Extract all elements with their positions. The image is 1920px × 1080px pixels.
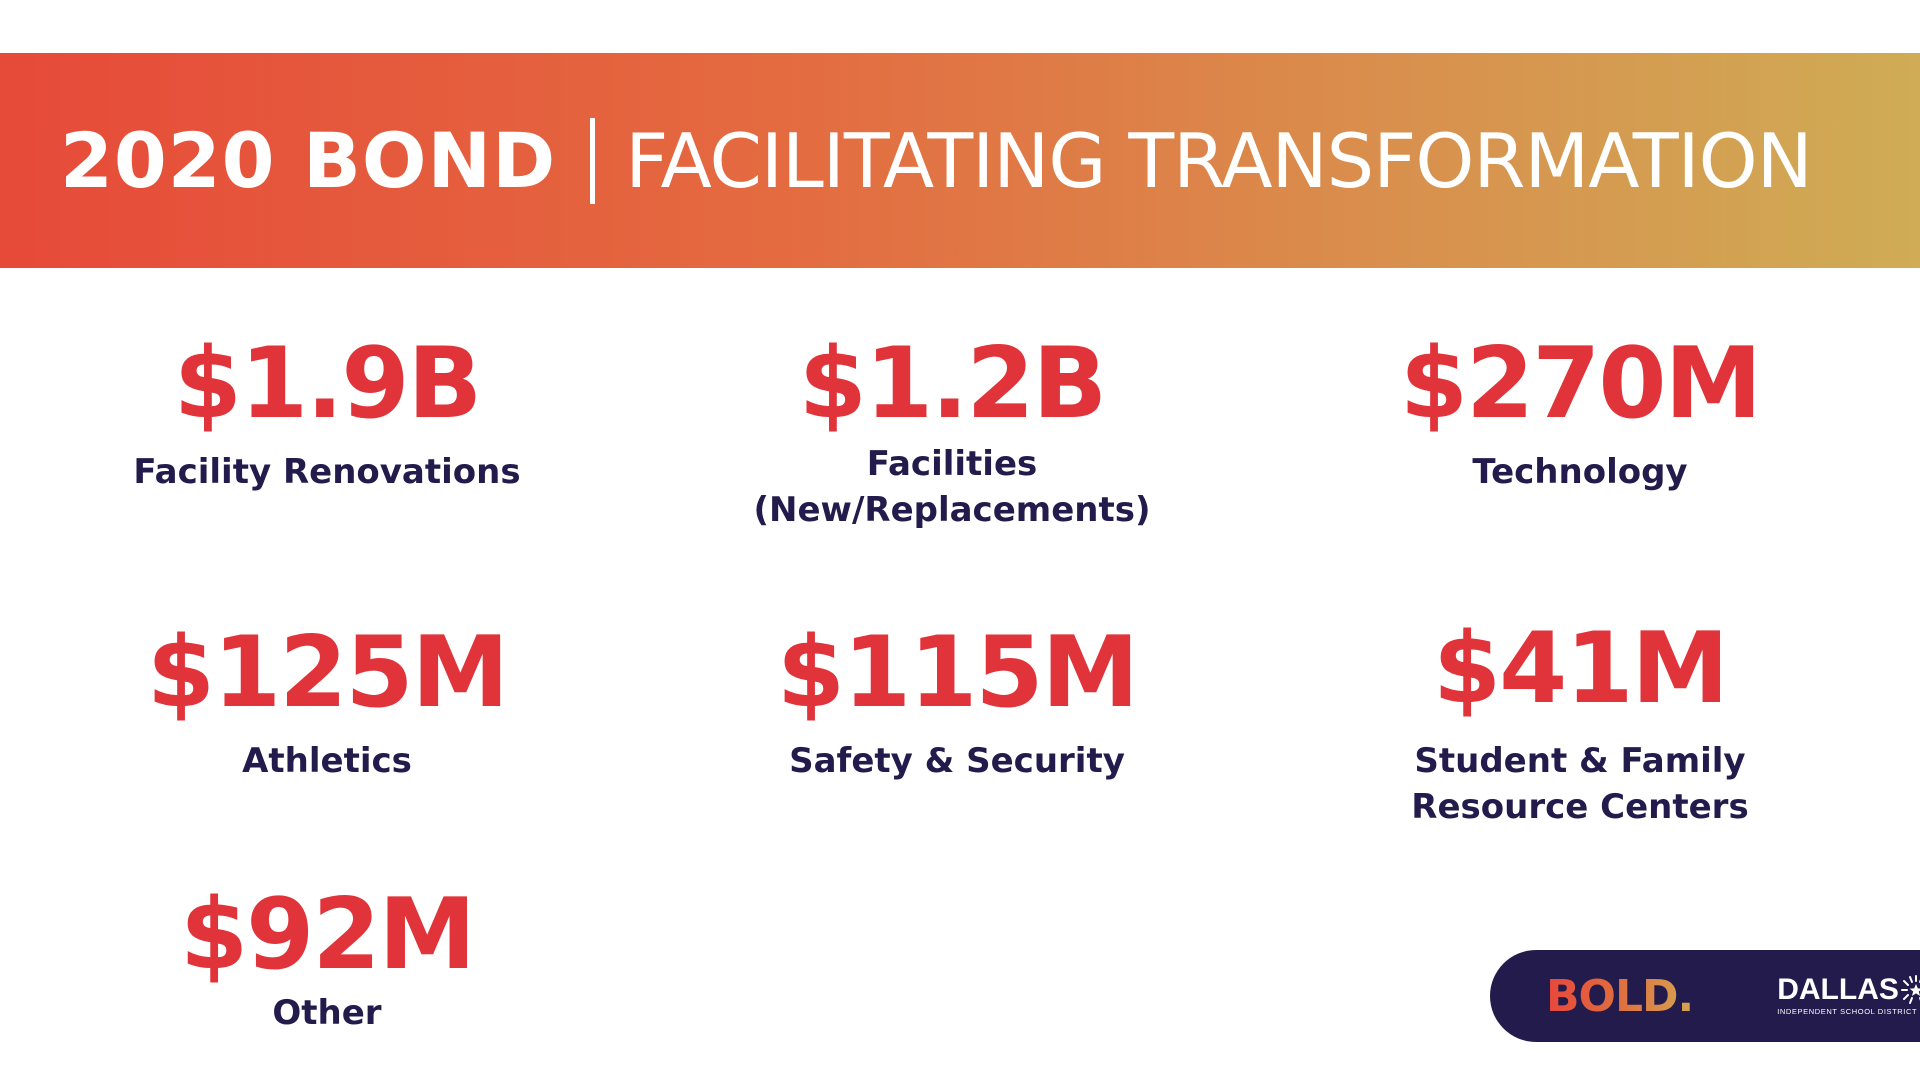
stat-label-line1: Student & Family — [1414, 741, 1746, 781]
stat-amount: $41M — [1432, 612, 1729, 726]
stat-facility-renovations: $1.9B Facility Renovations — [47, 335, 607, 495]
stat-technology: $270M Technology — [1300, 335, 1860, 495]
stat-facilities-new: $1.2B Facilities (New/Replacements) — [672, 335, 1232, 533]
stat-label-line1: Facilities — [866, 444, 1038, 484]
stat-amount: $1.9B — [173, 327, 483, 441]
stat-label: Student & Family Resource Centers — [1300, 738, 1860, 830]
stat-label: Athletics — [242, 741, 412, 781]
stat-amount: $270M — [1399, 327, 1762, 441]
stat-label: Safety & Security — [789, 741, 1125, 781]
stat-amount: $1.2B — [798, 327, 1108, 441]
star-burst-icon — [1900, 975, 1920, 1004]
stat-label-line2: Resource Centers — [1411, 787, 1749, 827]
stat-amount: $115M — [776, 616, 1139, 730]
stat-label: Facilities (New/Replacements) — [672, 441, 1232, 533]
dallas-wordmark: DALLAS — [1777, 973, 1899, 1006]
logo-bar: BOLD. DALLAS — [1490, 950, 1920, 1042]
dallas-isd-logo: DALLAS INDEPENDENT SCHOOL DIS — [1777, 975, 1920, 1017]
title-divider — [590, 117, 596, 204]
stat-safety-security: $115M Safety & Security — [677, 624, 1237, 784]
stat-label-line2: (New/Replacements) — [753, 490, 1151, 530]
title-strong: 2020 BOND — [60, 116, 557, 205]
title-light: FACILITATING TRANSFORMATION — [625, 116, 1813, 205]
stat-amount: $125M — [146, 616, 509, 730]
stat-label: Facility Renovations — [133, 452, 521, 492]
dallas-subtitle: INDEPENDENT SCHOOL DISTRICT — [1777, 1007, 1918, 1016]
stat-label: Other — [272, 993, 382, 1033]
stat-amount: $92M — [179, 878, 476, 992]
stat-label: Technology — [1472, 452, 1688, 492]
header-banner: 2020 BOND FACILITATING TRANSFORMATION — [0, 53, 1920, 268]
stat-athletics: $125M Athletics — [47, 624, 607, 784]
stat-other: $92M Other — [47, 886, 607, 1036]
bold-logo: BOLD. — [1546, 970, 1694, 1022]
stat-resource-centers: $41M Student & Family Resource Centers — [1300, 620, 1860, 830]
